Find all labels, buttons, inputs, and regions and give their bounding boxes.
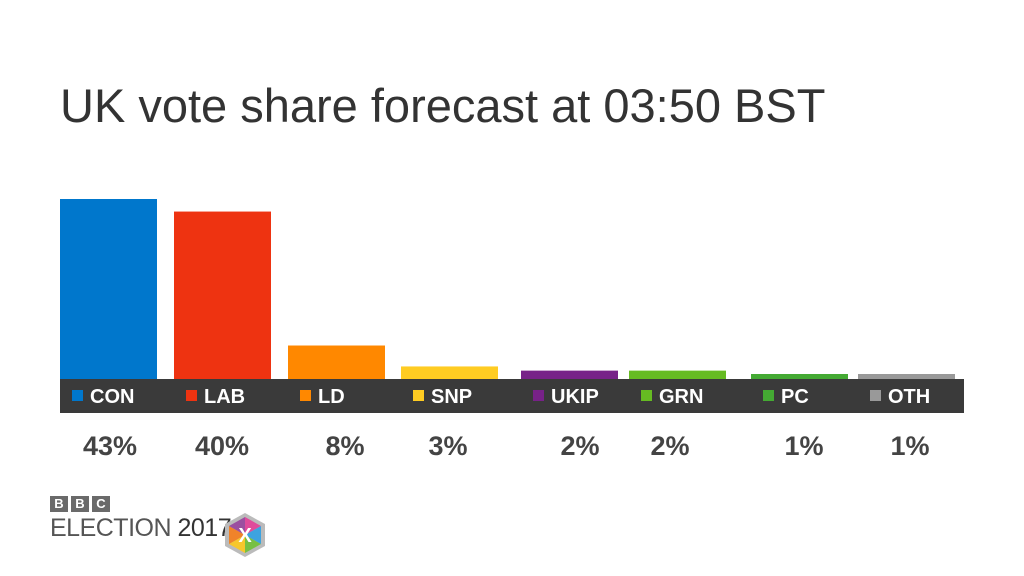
legend-swatch-con — [72, 390, 83, 401]
bar-pc — [751, 374, 848, 379]
legend-swatch-pc — [763, 390, 774, 401]
legend-swatch-oth — [870, 390, 881, 401]
value-label-ld: 8% — [325, 431, 364, 461]
bbc-wordmark: B B C — [50, 496, 110, 512]
value-label-snp: 3% — [428, 431, 467, 461]
bbc-election-logo: B B C ELECTION 2017 X — [50, 496, 280, 566]
bar-lab — [174, 211, 271, 379]
bar-grn — [629, 370, 726, 379]
category-label-snp: SNP — [431, 386, 472, 408]
legend-swatch-lab — [186, 390, 197, 401]
value-label-oth: 1% — [890, 431, 929, 461]
category-label-lab: LAB — [204, 386, 245, 408]
bar-con — [60, 199, 157, 379]
value-label-ukip: 2% — [560, 431, 599, 461]
category-strip — [60, 379, 964, 413]
value-label-con: 43% — [83, 431, 137, 461]
value-label-pc: 1% — [784, 431, 823, 461]
bbc-letter-b1: B — [50, 496, 68, 512]
category-label-oth: OTH — [888, 386, 930, 408]
election-word: ELECTION — [50, 514, 172, 542]
category-label-ukip: UKIP — [551, 386, 599, 408]
bar-snp — [401, 366, 498, 379]
category-label-con: CON — [90, 386, 134, 408]
bbc-letter-c: C — [92, 496, 110, 512]
bar-oth — [858, 374, 955, 379]
category-label-grn: GRN — [659, 386, 703, 408]
category-label-pc: PC — [781, 386, 809, 408]
badge-letter: X — [238, 525, 252, 547]
value-label-lab: 40% — [195, 431, 249, 461]
bar-ld — [288, 345, 385, 379]
election-wordmark: ELECTION 2017 — [50, 514, 232, 543]
legend-swatch-grn — [641, 390, 652, 401]
legend-swatch-ukip — [533, 390, 544, 401]
chart-title: UK vote share forecast at 03:50 BST — [60, 79, 826, 132]
election-x-badge-icon: X — [225, 513, 265, 557]
election-year: 2017 — [177, 514, 232, 542]
value-label-grn: 2% — [650, 431, 689, 461]
legend-swatch-ld — [300, 390, 311, 401]
category-label-ld: LD — [318, 386, 345, 408]
legend-swatch-snp — [413, 390, 424, 401]
bar-ukip — [521, 370, 618, 379]
bbc-letter-b2: B — [71, 496, 89, 512]
